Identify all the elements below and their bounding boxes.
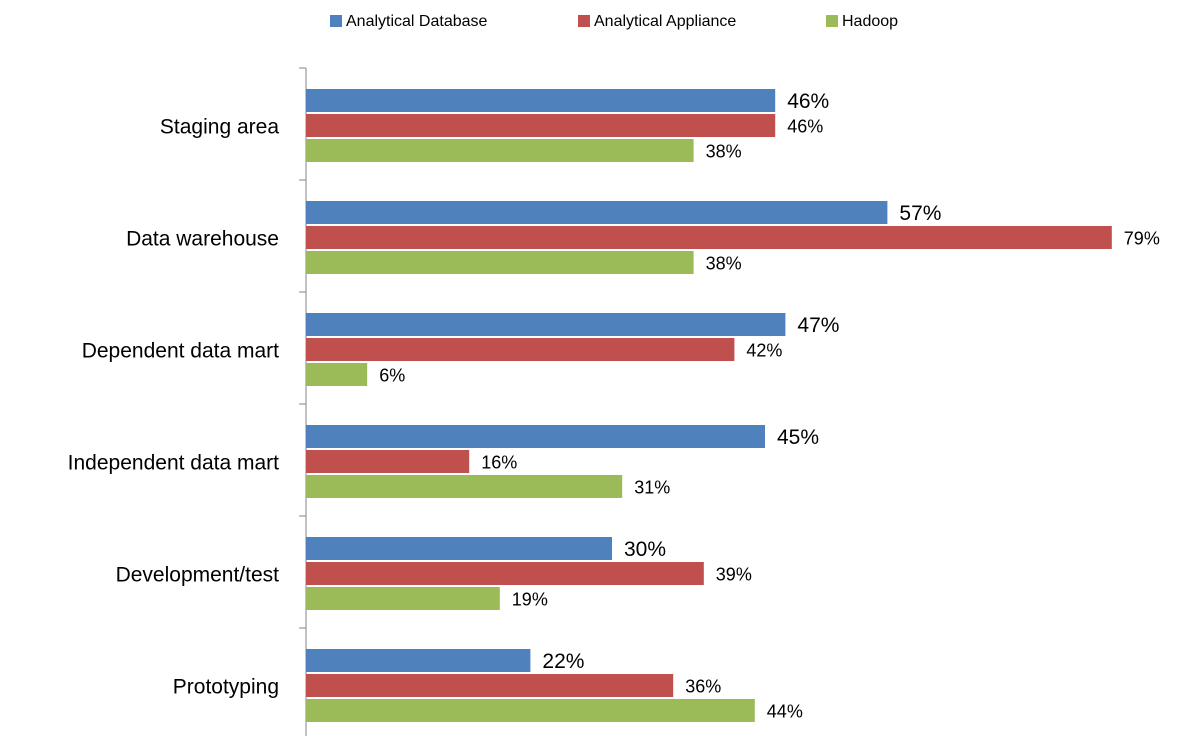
legend-label: Analytical Database [346, 13, 488, 30]
data-label: 19% [512, 589, 548, 609]
bar [306, 699, 755, 722]
y-tick-label: Prototyping [173, 676, 279, 699]
data-label: 36% [685, 676, 721, 696]
data-label: 79% [1124, 228, 1160, 248]
y-tick-label: Independent data mart [68, 452, 279, 475]
data-label: 42% [746, 340, 782, 360]
data-label: 30% [624, 538, 666, 561]
data-label: 57% [899, 202, 941, 225]
bar [306, 450, 470, 473]
data-label: 22% [542, 650, 584, 673]
data-label: 16% [481, 452, 517, 472]
data-label: 31% [634, 477, 670, 497]
legend-label: Analytical Appliance [594, 13, 736, 30]
data-label: 39% [716, 564, 752, 584]
bar [306, 251, 694, 274]
bar [306, 425, 765, 448]
y-tick-label: Data warehouse [126, 228, 279, 251]
data-label: 46% [787, 116, 823, 136]
data-label: 44% [767, 701, 803, 721]
bar [306, 363, 368, 386]
bar [306, 537, 612, 560]
bar [306, 201, 888, 224]
y-tick-label: Dependent data mart [82, 340, 279, 363]
data-label: 47% [797, 314, 839, 337]
bar [306, 89, 776, 112]
data-label: 45% [777, 426, 819, 449]
y-tick-label: Staging area [160, 116, 279, 139]
bar [306, 139, 694, 162]
legend-swatch [330, 15, 342, 27]
data-label: 6% [379, 365, 405, 385]
bar [306, 226, 1112, 249]
bar [306, 649, 531, 672]
bar [306, 475, 623, 498]
y-tick-label: Development/test [116, 564, 280, 587]
bar [306, 587, 500, 610]
bar [306, 338, 735, 361]
legend-swatch [826, 15, 838, 27]
legend-swatch [578, 15, 590, 27]
bar [306, 114, 776, 137]
data-label: 38% [706, 141, 742, 161]
bar [306, 674, 674, 697]
data-label: 46% [787, 90, 829, 113]
legend-label: Hadoop [842, 13, 898, 30]
bar [306, 562, 704, 585]
bar [306, 313, 786, 336]
data-label: 38% [706, 253, 742, 273]
